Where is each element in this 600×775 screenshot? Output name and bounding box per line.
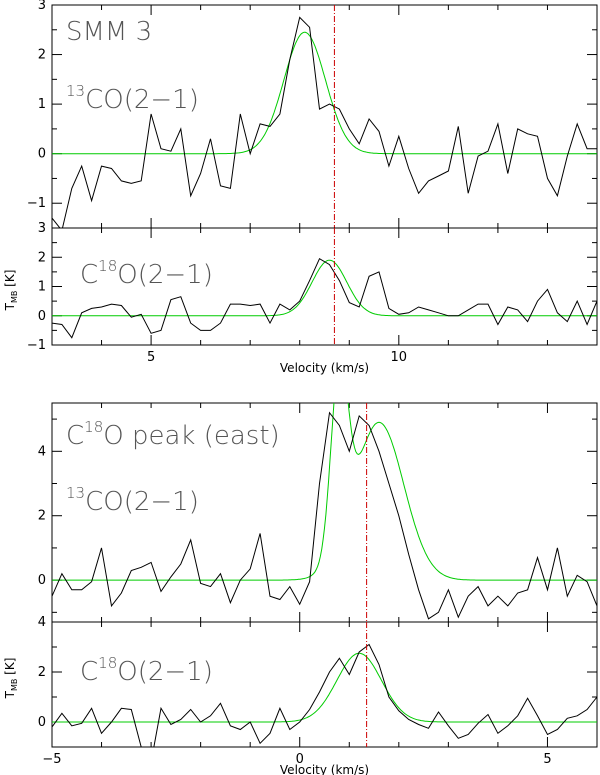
c18o-peak-east-c18o-panel: −5 0 5 0 2 4 Velocity (km/s) C18O(2−1) [38, 615, 598, 775]
ylabel-unit: [K] [3, 270, 17, 287]
y-tick-label: 3 [38, 221, 46, 236]
svg-text:TMB [K]: TMB [K] [3, 270, 19, 312]
x-tick-label: 5 [147, 350, 155, 365]
ylabel-main: T [3, 302, 17, 311]
x-tick-label: 5 [543, 752, 551, 767]
smm3-c18o-panel: 5 10 −1 0 1 2 3 Velocity (km/s) C18O(2−1) [27, 221, 598, 375]
top-figure-ylabel: TMB [K] [3, 270, 19, 312]
y-tick-label: −1 [27, 196, 46, 211]
x-axis-label: Velocity (km/s) [280, 361, 369, 375]
y-tick-label: 1 [38, 97, 46, 112]
line-label: C18O(2−1) [80, 654, 213, 687]
line-label: 13CO(2−1) [66, 484, 199, 517]
panel-title: SMM 3 [66, 17, 152, 47]
y-tick-label: 2 [38, 509, 46, 524]
x-axis-label: Velocity (km/s) [280, 763, 369, 775]
plot-area [52, 16, 597, 228]
plot-area [52, 403, 597, 620]
spectrum-line [52, 643, 597, 747]
spectrum-line [52, 16, 597, 228]
x-tick-label: 10 [391, 350, 408, 365]
smm3-13co-panel: −1 0 1 2 3 SMM 3 13CO(2−1) [27, 0, 598, 229]
gaussian-fit-line [52, 31, 597, 155]
ylabel-unit: [K] [3, 658, 17, 675]
y-tick-label: 0 [38, 573, 46, 588]
plot-frame [51, 621, 598, 748]
y-tick-label: 2 [38, 665, 46, 680]
y-tick-label: 4 [38, 615, 46, 630]
line-label: 13CO(2−1) [66, 82, 199, 115]
ylabel-main: T [3, 690, 17, 699]
y-tick-label: 2 [38, 48, 46, 63]
y-tick-label: 4 [38, 444, 46, 459]
y-tick-label: 1 [38, 280, 46, 295]
y-tick-label: 3 [38, 0, 46, 13]
spectrum-line [52, 257, 597, 339]
c18o-peak-east-13co-panel: 0 2 4 C18O peak (east) 13CO(2−1) [38, 402, 598, 623]
plot-area [52, 257, 597, 339]
plot-area [52, 643, 597, 747]
y-tick-label: 2 [38, 250, 46, 265]
bottom-figure-ylabel: TMB [K] [3, 658, 19, 700]
ylabel-subscript: MB [10, 291, 19, 303]
gaussian-fit-line [52, 403, 597, 581]
spectrum-line [52, 411, 597, 620]
gaussian-fit-line [52, 259, 597, 317]
ylabel-subscript: MB [10, 679, 19, 691]
panel-title: C18O peak (east) [66, 418, 280, 451]
y-tick-label: −1 [27, 338, 46, 353]
x-tick-label: 0 [296, 752, 304, 767]
y-tick-label: 0 [38, 147, 46, 162]
x-tick-label: −5 [42, 752, 61, 767]
y-tick-label: 0 [38, 715, 46, 730]
svg-text:TMB [K]: TMB [K] [3, 658, 19, 700]
line-label: C18O(2−1) [80, 257, 213, 290]
y-tick-label: 0 [38, 309, 46, 324]
gaussian-fit-line [52, 652, 597, 723]
